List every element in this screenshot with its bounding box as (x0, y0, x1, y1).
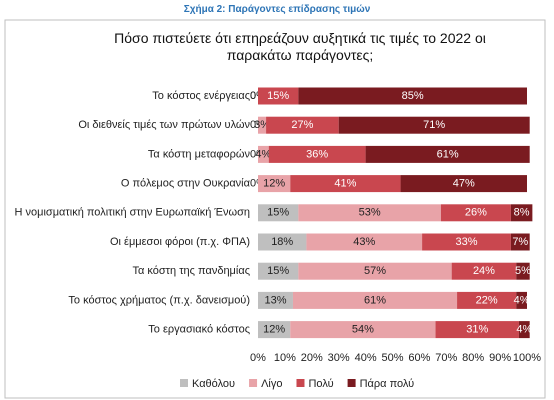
value-label: 43% (353, 236, 375, 248)
legend-label: Καθόλου (192, 378, 235, 390)
value-label: 61% (364, 294, 386, 306)
x-tick-label: 100% (513, 352, 541, 364)
bar-segment (292, 291, 458, 309)
bar-segment (266, 116, 339, 134)
bar-segment (290, 175, 401, 193)
category-label: Το κόστος ενέργειας (152, 90, 250, 102)
bar-segment (298, 262, 452, 280)
legend-label: Πολύ (308, 378, 333, 390)
bar-segment (518, 321, 530, 339)
category-label: Ο πόλεμος στην Ουκρανία (121, 178, 251, 190)
value-label: 12% (263, 324, 285, 336)
x-tick-label: 0% (250, 352, 266, 364)
x-tick-label: 10% (274, 352, 296, 364)
category-label: Τα κόστη της πανδημίας (132, 265, 250, 277)
bar-segment (457, 291, 517, 309)
bar-segment (258, 233, 307, 251)
value-label: 53% (359, 207, 381, 219)
bar-segment (268, 145, 366, 163)
value-label: 13% (264, 294, 286, 306)
value-label: 54% (352, 324, 374, 336)
x-tick-label: 40% (355, 352, 377, 364)
value-label: 4% (516, 324, 532, 336)
bar-segment (258, 321, 291, 339)
value-label: 7% (512, 236, 528, 248)
bar-segment (258, 204, 299, 222)
legend-swatch (180, 379, 188, 387)
value-label: 5% (515, 265, 531, 277)
value-label: 4% (255, 148, 271, 160)
x-tick-label: 50% (381, 352, 403, 364)
bar-segment (258, 145, 269, 163)
bar-segment (258, 262, 299, 280)
legend-label: Πάρα πολύ (360, 378, 415, 390)
bar-segment (422, 233, 511, 251)
bar-segment (440, 204, 511, 222)
category-label: Οι διεθνείς τιμές των πρώτων υλών (78, 119, 250, 131)
category-label: Το κόστος χρήματος (π.χ. δανεισμού) (68, 294, 250, 306)
bar-segment (258, 87, 299, 105)
bar-segment (298, 204, 441, 222)
bar-segment (365, 145, 530, 163)
bar-segment (510, 204, 533, 222)
value-label: 71% (423, 119, 445, 131)
bar-segment (258, 175, 291, 193)
value-label: 15% (267, 207, 289, 219)
x-tick-label: 30% (328, 352, 350, 364)
bar-segment (258, 291, 293, 309)
category-label: Τα κόστη μεταφορών (148, 148, 251, 160)
value-label: 15% (267, 90, 289, 102)
value-label: 41% (334, 178, 356, 190)
value-label: 24% (473, 265, 495, 277)
value-label: 22% (476, 294, 498, 306)
bar-segment (400, 175, 527, 193)
bar-segment (306, 233, 423, 251)
value-label: 85% (402, 90, 424, 102)
value-label: 36% (306, 148, 328, 160)
category-label: Το εργασιακό κόστος (148, 324, 250, 336)
value-label: 33% (455, 236, 477, 248)
chart-title: Πόσο πιστεύετε ότι επηρεάζουν αυξητικά τ… (114, 30, 486, 63)
value-label: 12% (263, 178, 285, 190)
legend-swatch (249, 379, 258, 387)
value-label: 47% (453, 178, 475, 190)
value-label: 61% (437, 148, 459, 160)
value-label: 8% (514, 207, 530, 219)
legend-swatch (296, 379, 305, 387)
x-tick-label: 90% (489, 352, 511, 364)
bar-segment (290, 321, 436, 339)
x-tick-label: 80% (462, 352, 484, 364)
bar-segment (510, 233, 530, 251)
x-tick-label: 60% (408, 352, 430, 364)
category-label: Η νομισματική πολιτική στην Ευρωπαϊκή Έν… (15, 207, 250, 219)
bar-segment (451, 262, 517, 280)
value-label: 15% (267, 265, 289, 277)
caption: Σχήμα 2: Παράγοντες επίδρασης τιμών (183, 4, 371, 15)
bar-segment (298, 87, 527, 105)
legend-label: Λίγο (261, 378, 282, 390)
bar-segment (516, 291, 527, 309)
bar-segment (435, 321, 519, 339)
bar-segment (338, 116, 530, 134)
value-label: 31% (466, 324, 488, 336)
bar-segment (258, 116, 267, 134)
x-tick-label: 70% (435, 352, 457, 364)
value-label: 57% (364, 265, 386, 277)
chart-frame (4, 19, 546, 399)
value-label: 18% (271, 236, 293, 248)
value-label: 26% (465, 207, 487, 219)
x-tick-label: 20% (301, 352, 323, 364)
value-label: 27% (291, 119, 313, 131)
bar-segment (516, 262, 530, 280)
value-label: 4% (514, 294, 530, 306)
legend-swatch (347, 379, 356, 387)
category-label: Οι έμμεσοι φόροι (π.χ. ΦΠΑ) (110, 236, 250, 248)
